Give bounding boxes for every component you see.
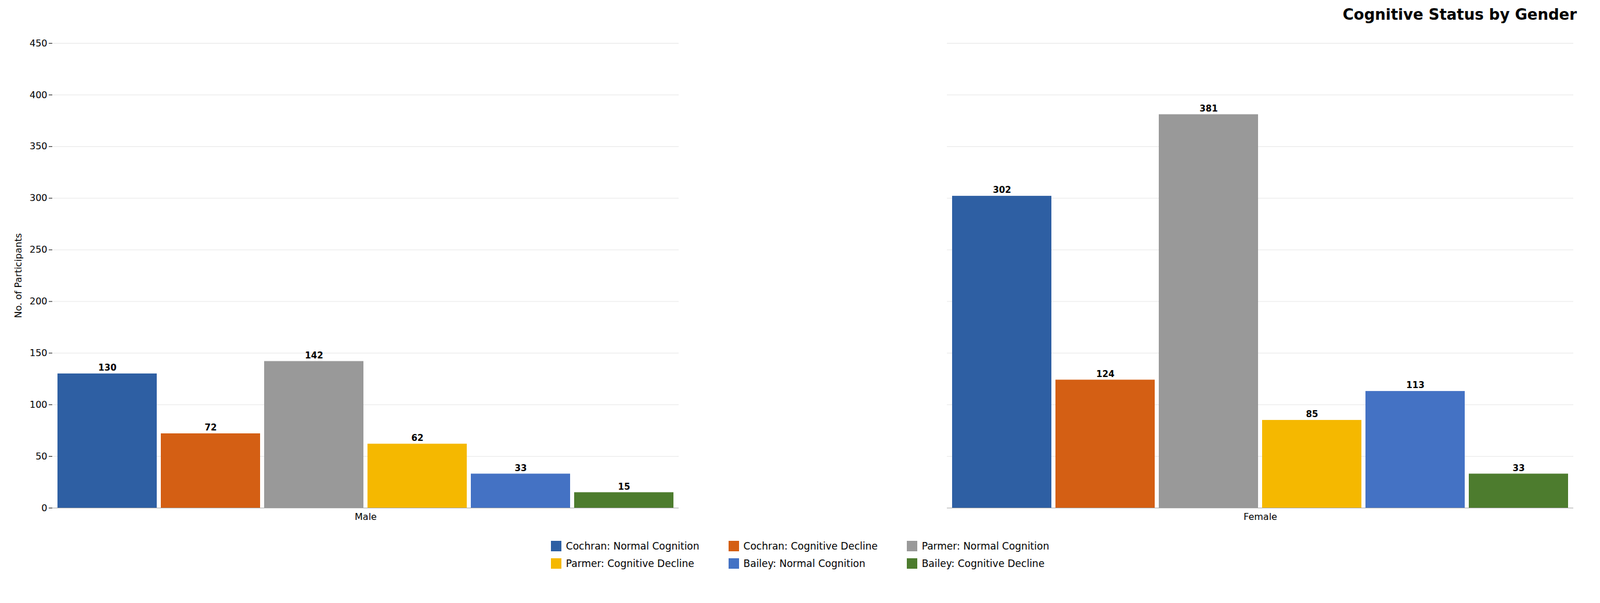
svg-text:Female: Female xyxy=(1243,510,1278,522)
html-text:Bailey: Normal Cognition: Bailey: Normal Cognition xyxy=(743,557,866,569)
svg-text:33: 33 xyxy=(1512,462,1526,474)
svg-text:302: 302 xyxy=(992,184,1011,196)
svg-text:Male: Male xyxy=(354,510,377,522)
html-text:Cognitive Status by Gender: Cognitive Status by Gender xyxy=(1342,5,1577,24)
html-text:Cochran: Normal Cognition: Cochran: Normal Cognition xyxy=(565,539,700,552)
svg-text:72: 72 xyxy=(204,422,218,433)
svg-text:113: 113 xyxy=(1406,379,1425,391)
svg-text:250: 250 xyxy=(29,243,48,255)
svg-text:0: 0 xyxy=(41,502,48,514)
svg-text:130: 130 xyxy=(98,362,117,373)
svg-text:350: 350 xyxy=(29,140,48,152)
html-text:Cochran: Cognitive Decline: Cochran: Cognitive Decline xyxy=(743,539,878,552)
svg-text:50: 50 xyxy=(35,450,48,462)
svg-text:200: 200 xyxy=(29,295,48,307)
svg-text:No. of Participants: No. of Participants xyxy=(12,232,24,318)
svg-text:400: 400 xyxy=(29,89,48,101)
svg-text:381: 381 xyxy=(1199,103,1218,114)
svg-text:150: 150 xyxy=(29,347,48,359)
svg-text:142: 142 xyxy=(304,350,323,361)
html-text:Bailey: Cognitive Decline: Bailey: Cognitive Decline xyxy=(921,557,1045,569)
html-text:Parmer: Cognitive Decline: Parmer: Cognitive Decline xyxy=(565,557,695,569)
svg-text:100: 100 xyxy=(29,398,48,410)
svg-text:300: 300 xyxy=(29,192,48,204)
svg-text:62: 62 xyxy=(411,432,424,443)
svg-text:450: 450 xyxy=(29,37,48,49)
svg-text:15: 15 xyxy=(618,481,631,492)
svg-text:33: 33 xyxy=(514,462,528,474)
svg-text:85: 85 xyxy=(1306,408,1319,420)
html-text:Parmer: Normal Cognition: Parmer: Normal Cognition xyxy=(921,539,1050,552)
svg-text:124: 124 xyxy=(1096,368,1115,380)
